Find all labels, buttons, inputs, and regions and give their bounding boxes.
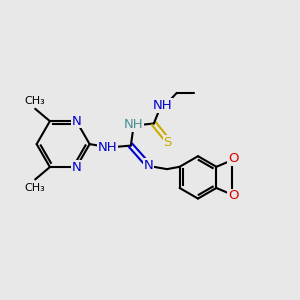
Text: N: N (71, 115, 81, 128)
Text: N: N (71, 160, 81, 174)
Text: S: S (164, 136, 172, 149)
Text: NH: NH (152, 99, 172, 112)
Text: N: N (144, 159, 153, 172)
Text: NH: NH (98, 141, 118, 154)
Text: CH₃: CH₃ (25, 96, 46, 106)
Text: O: O (228, 152, 238, 165)
Text: CH₃: CH₃ (25, 183, 46, 193)
Text: O: O (228, 189, 238, 203)
Text: NH: NH (124, 118, 144, 131)
